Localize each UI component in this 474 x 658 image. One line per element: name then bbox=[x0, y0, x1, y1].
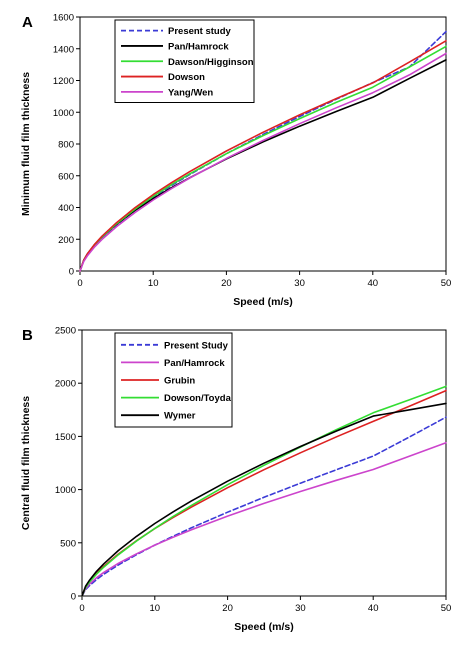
x-tick-label: 0 bbox=[79, 603, 84, 614]
y-tick-label: 600 bbox=[58, 171, 74, 182]
x-tick-label: 20 bbox=[222, 603, 233, 614]
series-line-yang-wen bbox=[79, 52, 447, 272]
y-axis-title: Central fluid film thickness bbox=[20, 396, 32, 530]
plot-area-frame bbox=[81, 329, 447, 597]
y-tick-label: 0 bbox=[71, 592, 76, 603]
legend-label: Dowson/Toyda bbox=[164, 393, 232, 404]
legend-label: Present Study bbox=[164, 340, 229, 351]
series-line-dowson bbox=[79, 39, 447, 272]
y-tick-label: 1500 bbox=[55, 432, 76, 443]
y-tick-label: 1000 bbox=[53, 108, 74, 119]
series-line-wymer bbox=[81, 402, 447, 597]
x-axis-title: Speed (m/s) bbox=[233, 296, 293, 308]
legend-label: Dowson bbox=[168, 72, 205, 83]
series-line-dowson-toyda bbox=[81, 385, 447, 597]
y-tick-label: 0 bbox=[69, 267, 74, 278]
y-tick-label: 400 bbox=[58, 203, 74, 214]
legend-label: Present study bbox=[168, 26, 232, 37]
x-tick-label: 40 bbox=[368, 278, 379, 289]
y-tick-label: 1400 bbox=[53, 44, 74, 55]
panel-a: 0 200 400 600 800 1000 1200 1400 1600 0 10 20 30 40 50… bbox=[20, 13, 451, 309]
legend-label: Pan/Hamrock bbox=[164, 358, 225, 369]
y-tick-label: 200 bbox=[58, 235, 74, 246]
y-axis-title: Minimum fluid film thickness bbox=[20, 72, 32, 216]
x-axis-title: Speed (m/s) bbox=[234, 621, 294, 633]
legend-label: Wymer bbox=[164, 411, 196, 422]
x-tick-label: 10 bbox=[150, 603, 161, 614]
panel-b: 0 500 1000 1500 2000 2500 0 10 20 30 40 50 Speed (m/… bbox=[20, 326, 451, 634]
y-tick-label: 1600 bbox=[53, 13, 74, 24]
series-line-present-study bbox=[81, 416, 447, 597]
legend-label: Pan/Hamrock bbox=[168, 41, 229, 52]
panel-label: B bbox=[22, 327, 33, 344]
x-tick-label: 10 bbox=[148, 278, 159, 289]
y-tick-label: 2000 bbox=[55, 379, 76, 390]
x-tick-label: 30 bbox=[294, 278, 305, 289]
x-tick-label: 50 bbox=[441, 278, 452, 289]
legend-label: Yang/Wen bbox=[168, 87, 213, 98]
series-line-pan-hamrock bbox=[81, 441, 447, 597]
x-tick-label: 20 bbox=[221, 278, 232, 289]
y-tick-label: 500 bbox=[60, 538, 76, 549]
x-tick-label: 40 bbox=[368, 603, 379, 614]
legend-label: Dawson/Higginson bbox=[168, 57, 254, 68]
y-tick-label: 1000 bbox=[55, 485, 76, 496]
x-tick-label: 30 bbox=[295, 603, 306, 614]
legend-label: Grubin bbox=[164, 376, 195, 387]
x-tick-label: 0 bbox=[77, 278, 82, 289]
y-tick-label: 1200 bbox=[53, 76, 74, 87]
y-tick-label: 2500 bbox=[55, 326, 76, 337]
y-tick-label: 800 bbox=[58, 140, 74, 151]
panel-label: A bbox=[22, 14, 33, 31]
x-tick-label: 50 bbox=[441, 603, 452, 614]
